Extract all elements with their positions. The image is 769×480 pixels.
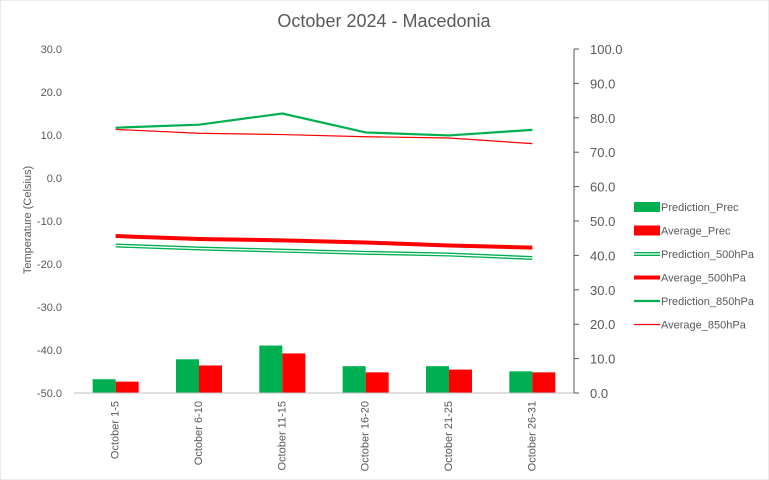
y2-tick-label: 20.0 <box>590 317 615 332</box>
line-prediction-850hpa <box>115 112 533 137</box>
bar-prediction-prec <box>259 345 283 393</box>
line-average-850hpa <box>115 128 533 145</box>
x-tick-label: October 1-5 <box>110 401 122 459</box>
bar-average-prec <box>365 372 389 393</box>
x-tick-label: October 21-25 <box>443 401 455 471</box>
legend-average-850hpa-label: Average_850hPa <box>661 320 747 332</box>
x-tick-label: October 6-10 <box>193 401 205 465</box>
legend-prediction-prec-label: Prediction_Prec <box>661 202 739 214</box>
y-tick-label: -50.0 <box>37 388 62 400</box>
y-tick-label: -30.0 <box>37 302 62 314</box>
y-tick-label: 0.0 <box>47 173 62 185</box>
legend-prediction-500hpa-label: Prediction_500hPa <box>661 249 755 261</box>
line-prediction-500hpa-inner <box>115 244 533 259</box>
y2-tick-label: 50.0 <box>590 214 615 229</box>
bar-average-prec <box>199 365 222 393</box>
y-axis-label: Temperature (Celsius) <box>22 166 34 274</box>
y2-tick-label: 70.0 <box>590 145 615 160</box>
legend-average-prec-swatch <box>634 225 660 236</box>
x-tick-label: October 26-31 <box>526 401 538 471</box>
y2-tick-label: 40.0 <box>590 248 615 263</box>
x-tick-label: October 16-20 <box>360 401 372 471</box>
bar-prediction-prec <box>92 379 116 393</box>
y-tick-label: 10.0 <box>41 130 62 142</box>
y2-tick-label: 100.0 <box>590 42 623 57</box>
bar-prediction-prec <box>342 366 366 393</box>
y2-tick-label: 30.0 <box>590 283 615 298</box>
chart-title: October 2024 - Macedonia <box>277 11 491 31</box>
y2-tick-label: 10.0 <box>590 352 615 367</box>
bar-average-prec <box>115 381 139 393</box>
y2-tick-label: 0.0 <box>590 386 608 401</box>
legend-prediction-850hpa-label: Prediction_850hPa <box>661 296 755 308</box>
y-tick-label: -10.0 <box>37 216 62 228</box>
y2-tick-label: 90.0 <box>590 76 615 91</box>
legend-average-prec-label: Average_Prec <box>661 226 731 238</box>
line-average-500hpa <box>115 234 533 250</box>
plot-area: 30.0 20.0 10.0 0.0 -10.0 -20.0 -30.0 -40.0 -50.0… <box>37 42 623 471</box>
legend-prediction-prec-swatch <box>634 202 660 212</box>
legend: Prediction_Prec Average_Prec Prediction_50… <box>634 202 755 332</box>
y-tick-label: 20.0 <box>41 87 62 99</box>
bar-average-prec <box>532 372 556 393</box>
y-tick-label: 30.0 <box>41 44 62 56</box>
bar-average-prec <box>449 369 472 393</box>
x-tick-label: October 11-15 <box>276 401 288 471</box>
bar-prediction-prec <box>509 371 533 393</box>
bar-prediction-prec <box>426 366 449 393</box>
bar-prediction-prec <box>176 359 199 393</box>
y-tick-label: -20.0 <box>37 259 62 271</box>
y-tick-label: -40.0 <box>37 345 62 357</box>
legend-average-500hpa-label: Average_500hPa <box>661 273 747 285</box>
y2-tick-label: 80.0 <box>590 111 615 126</box>
y2-tick-label: 60.0 <box>590 180 615 195</box>
bar-average-prec <box>282 353 306 393</box>
